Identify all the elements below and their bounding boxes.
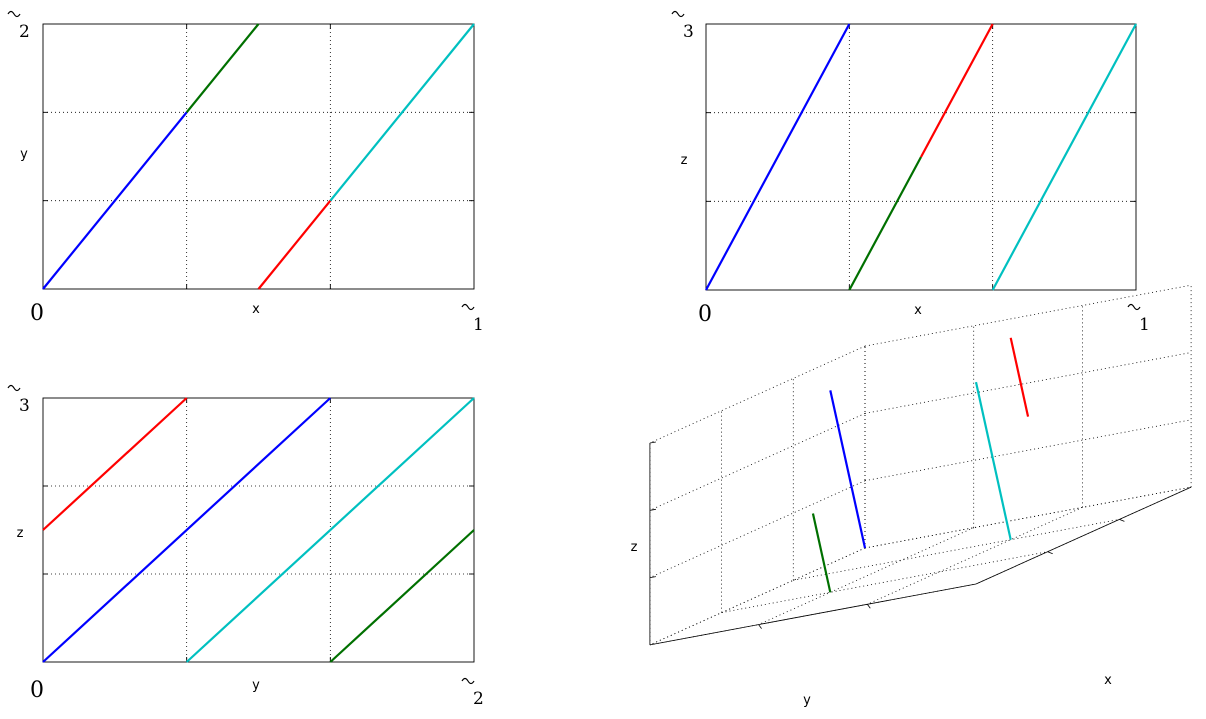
x-tick-label-zero: 0 bbox=[30, 301, 44, 326]
wall-grid bbox=[649, 547, 866, 646]
y-axis-label: z bbox=[681, 153, 688, 168]
z-tick bbox=[649, 508, 656, 511]
series-line-4 bbox=[329, 23, 475, 202]
wall-grid bbox=[864, 352, 1192, 414]
wall-grid bbox=[649, 480, 866, 578]
x-tick-label-end-subscript: 2 bbox=[473, 689, 484, 709]
series-line-2 bbox=[185, 23, 260, 114]
y-tick-label-end-tilde bbox=[7, 384, 21, 392]
series-line-3 bbox=[185, 397, 475, 663]
x-tick-label-end-subscript: 1 bbox=[1139, 315, 1150, 335]
z-tick bbox=[649, 441, 656, 444]
y-tick-label-end-subscript: 3 bbox=[683, 22, 694, 42]
plot-frame bbox=[42, 397, 475, 663]
floor-grid bbox=[793, 519, 1120, 581]
chart-panel-xyz: x y z bbox=[631, 284, 1192, 708]
wall-grid bbox=[864, 486, 1192, 549]
series-line-4 bbox=[811, 513, 832, 593]
x-axis-label: x bbox=[252, 302, 260, 317]
y-tick bbox=[866, 604, 871, 609]
series-line-3 bbox=[974, 381, 1012, 540]
x-tick-label-end-tilde bbox=[461, 303, 475, 311]
y-axis-label: y bbox=[803, 693, 811, 708]
x-tick-label-zero: 0 bbox=[30, 678, 44, 703]
y-tick-label-end-subscript: 2 bbox=[19, 22, 30, 42]
x-tick-label-zero: 0 bbox=[698, 302, 712, 327]
x-tick-label-end-subscript: 1 bbox=[473, 315, 484, 335]
chart-panel-y-z: 0 y z 2 3 bbox=[7, 384, 484, 709]
series-line-2 bbox=[42, 397, 332, 663]
y-tick bbox=[758, 624, 762, 629]
wall-grid bbox=[864, 284, 1192, 347]
wall-grid bbox=[649, 413, 866, 511]
y-axis-label: z bbox=[17, 526, 24, 541]
series-line-2 bbox=[848, 156, 922, 291]
series-line-2 bbox=[829, 390, 867, 549]
floor-grid bbox=[721, 551, 1048, 613]
series-line-1 bbox=[42, 397, 188, 531]
floor-grid bbox=[867, 507, 1083, 605]
y-tick-label-end-tilde bbox=[671, 10, 685, 18]
y-tick-label-end-subscript: 3 bbox=[19, 396, 30, 416]
series-line-1 bbox=[1009, 337, 1030, 417]
x-tick bbox=[1047, 551, 1053, 555]
y-axis-line bbox=[649, 583, 977, 646]
x-tick bbox=[1119, 519, 1125, 522]
z-tick bbox=[649, 576, 656, 578]
chart-panel-x-z: 0 x z 1 3 bbox=[671, 10, 1150, 335]
y-tick-label-end: 2 bbox=[7, 10, 30, 42]
floor-grid bbox=[758, 527, 974, 625]
x-tick-label-end: 1 bbox=[461, 303, 484, 335]
y-tick-label-end: 3 bbox=[671, 10, 694, 42]
series-line-3 bbox=[920, 23, 994, 158]
series-line-3 bbox=[257, 199, 332, 290]
wall-grid bbox=[864, 419, 1192, 482]
plot-frame bbox=[42, 23, 475, 290]
x-axis-label: y bbox=[252, 678, 260, 693]
x-tick-label-end-tilde bbox=[461, 677, 475, 685]
y-tick-label-end: 3 bbox=[7, 384, 30, 416]
y-tick-label-end-tilde bbox=[7, 10, 21, 18]
series-line-4 bbox=[329, 529, 475, 663]
series-line-1 bbox=[705, 23, 851, 291]
series-line-4 bbox=[991, 23, 1137, 291]
x-axis-label: x bbox=[1104, 673, 1112, 688]
series-line-1 bbox=[42, 111, 188, 290]
x-tick-label-end: 2 bbox=[461, 677, 484, 709]
plot-frame bbox=[705, 23, 1137, 291]
x-tick-label-end: 1 bbox=[1127, 303, 1150, 335]
x-tick-label-end-tilde bbox=[1127, 303, 1141, 311]
x-axis-label: x bbox=[914, 303, 922, 318]
y-axis-label: y bbox=[20, 147, 28, 162]
z-axis-label: z bbox=[631, 540, 638, 555]
wall-grid bbox=[649, 345, 866, 444]
chart-panel-x-y: 0 x y 1 2 bbox=[7, 10, 484, 335]
x-axis-line bbox=[975, 486, 1192, 585]
